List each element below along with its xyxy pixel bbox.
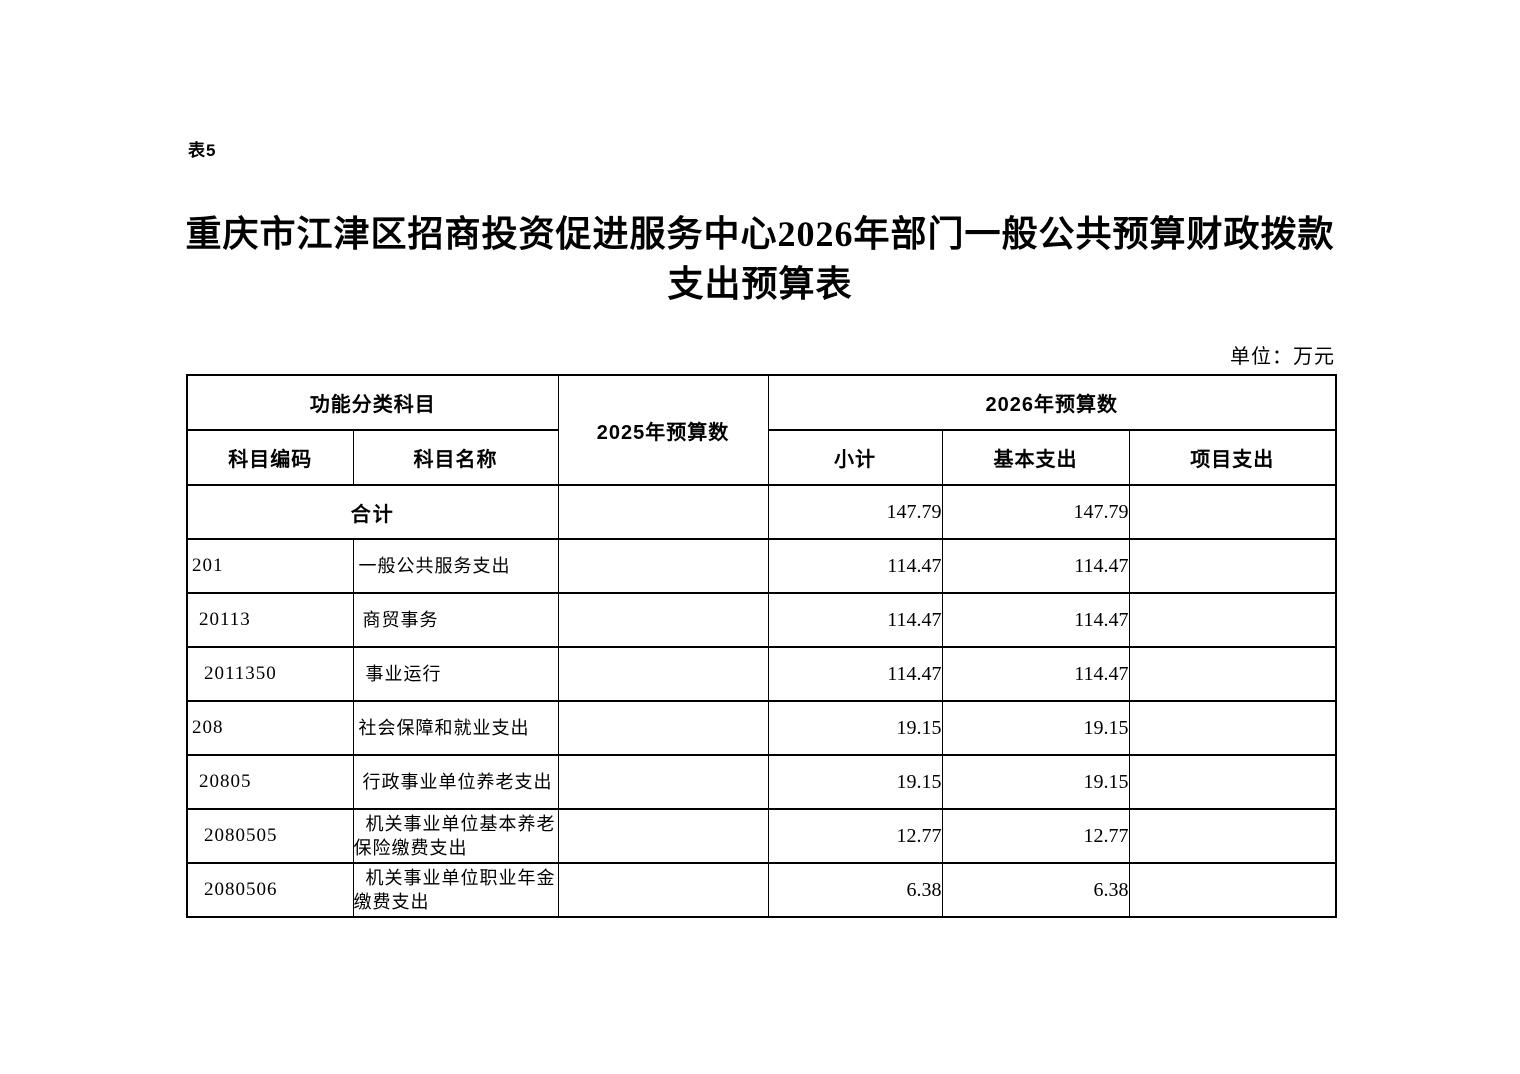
table-row: 2011350 事业运行 114.47 114.47 (186, 646, 1337, 702)
table-row: 20113 商贸事务 114.47 114.47 (186, 592, 1337, 648)
total-2025-cell (557, 484, 769, 540)
basic-expenditure-cell: 6.38 (941, 862, 1130, 918)
subject-name-cell: 机关事业单位基本养老保险缴费支出 (352, 808, 559, 864)
table-row: 201 一般公共服务支出 114.47 114.47 (186, 538, 1337, 594)
budget-2025-cell (557, 754, 769, 810)
subject-name-cell: 商贸事务 (352, 592, 559, 648)
project-expenditure-cell (1128, 754, 1337, 810)
budget-table-header: 功能分类科目 2025年预算数 2026年预算数 科目编码 科目名称 小计 基本… (186, 374, 1337, 486)
total-project-cell (1128, 484, 1337, 540)
total-basic-cell: 147.79 (941, 484, 1130, 540)
basic-expenditure-cell: 12.77 (941, 808, 1130, 864)
project-expenditure-cell (1128, 700, 1337, 756)
budget-2025-cell (557, 592, 769, 648)
subject-code-cell: 2011350 (186, 646, 354, 702)
page-title-line1: 重庆市江津区招商投资促进服务中心2026年部门一般公共预算财政拨款 (185, 214, 1335, 254)
basic-expenditure-cell: 19.15 (941, 700, 1130, 756)
table-row: 2080506 机关事业单位职业年金缴费支出 6.38 6.38 (186, 862, 1337, 918)
project-expenditure-cell (1128, 862, 1337, 918)
subject-code-cell: 20805 (186, 754, 354, 810)
project-expenditure-cell (1128, 592, 1337, 648)
subtotal-cell: 6.38 (767, 862, 943, 918)
budget-2025-cell (557, 808, 769, 864)
header-functional-classification: 功能分类科目 (186, 374, 559, 431)
total-label-cell: 合计 (186, 484, 559, 540)
subtotal-cell: 19.15 (767, 700, 943, 756)
header-2025-budget: 2025年预算数 (557, 374, 769, 486)
header-row-2: 科目编码 科目名称 小计 基本支出 项目支出 (186, 429, 1337, 486)
budget-2025-cell (557, 646, 769, 702)
budget-2025-cell (557, 538, 769, 594)
table-row: 208 社会保障和就业支出 19.15 19.15 (186, 700, 1337, 756)
project-expenditure-cell (1128, 646, 1337, 702)
header-basic-expenditure: 基本支出 (941, 429, 1130, 486)
subject-code-cell: 2080505 (186, 808, 354, 864)
header-project-expenditure: 项目支出 (1128, 429, 1337, 486)
table-row: 2080505 机关事业单位基本养老保险缴费支出 12.77 12.77 (186, 808, 1337, 864)
basic-expenditure-cell: 114.47 (941, 538, 1130, 594)
budget-table: 功能分类科目 2025年预算数 2026年预算数 科目编码 科目名称 小计 基本… (186, 374, 1338, 918)
unit-note: 单位：万元 (1230, 346, 1335, 368)
project-expenditure-cell (1128, 808, 1337, 864)
subtotal-cell: 114.47 (767, 592, 943, 648)
page-title: 重庆市江津区招商投资促进服务中心2026年部门一般公共预算财政拨款 支出预算表 (90, 210, 1430, 309)
subject-code-cell: 20113 (186, 592, 354, 648)
header-subject-code: 科目编码 (186, 429, 354, 486)
basic-expenditure-cell: 19.15 (941, 754, 1130, 810)
subtotal-cell: 19.15 (767, 754, 943, 810)
page-title-line2: 支出预算表 (667, 263, 853, 304)
basic-expenditure-cell: 114.47 (941, 592, 1130, 648)
basic-expenditure-cell: 114.47 (941, 646, 1130, 702)
budget-table-body: 合计 147.79 147.79 201 一般公共服务支出 114.47 114… (186, 484, 1337, 918)
subject-name-cell: 一般公共服务支出 (352, 538, 559, 594)
budget-2025-cell (557, 700, 769, 756)
subject-name-cell: 事业运行 (352, 646, 559, 702)
header-2026-budget: 2026年预算数 (767, 374, 1337, 431)
header-row-1: 功能分类科目 2025年预算数 2026年预算数 (186, 374, 1337, 486)
budget-2025-cell (557, 862, 769, 918)
table-number-label: 表5 (188, 141, 217, 160)
table-row: 20805 行政事业单位养老支出 19.15 19.15 (186, 754, 1337, 810)
subject-name-cell: 行政事业单位养老支出 (352, 754, 559, 810)
subject-code-cell: 2080506 (186, 862, 354, 918)
header-subtotal: 小计 (767, 429, 943, 486)
subtotal-cell: 12.77 (767, 808, 943, 864)
total-subtotal-cell: 147.79 (767, 484, 943, 540)
subtotal-cell: 114.47 (767, 538, 943, 594)
subject-name-cell: 社会保障和就业支出 (352, 700, 559, 756)
subject-code-cell: 208 (186, 700, 354, 756)
subject-code-cell: 201 (186, 538, 354, 594)
header-subject-name: 科目名称 (352, 429, 559, 486)
subject-name-cell: 机关事业单位职业年金缴费支出 (352, 862, 559, 918)
total-row: 合计 147.79 147.79 (186, 484, 1337, 540)
subtotal-cell: 114.47 (767, 646, 943, 702)
project-expenditure-cell (1128, 538, 1337, 594)
